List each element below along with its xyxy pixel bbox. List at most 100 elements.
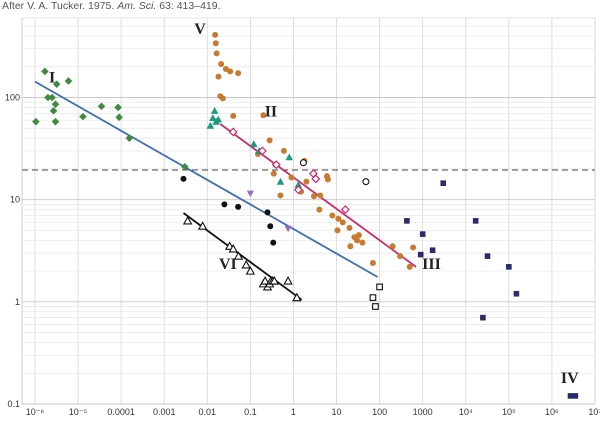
caption-prefix: After V. A. Tucker. 1975. (2, 0, 115, 12)
data-point-triangle-open (245, 266, 256, 275)
y-tick-label: 100 (5, 93, 20, 103)
data-point-square-filled (513, 290, 520, 297)
data-point-circle-filled (235, 70, 242, 77)
data-point-circle-filled (347, 243, 354, 250)
data-point-square-filled (484, 253, 491, 259)
data-point-triangle-open (182, 215, 193, 225)
data-point-circle-filled (270, 170, 277, 177)
data-point-diamond-filled (51, 100, 60, 108)
data-point-diamond-filled (79, 112, 87, 121)
data-point-circle-filled (277, 192, 284, 199)
data-point-triangle-open (241, 259, 251, 269)
y-tick-label: 10 (10, 195, 20, 205)
x-tick-label: 0.001 (153, 407, 176, 417)
data-point-square-open (372, 303, 379, 310)
grid (21, 17, 596, 405)
data-point-square-filled (417, 251, 424, 258)
data-point-triangle-open (228, 243, 238, 253)
data-point-circle-filled (221, 201, 228, 208)
trend-line-blue-line (34, 80, 379, 278)
data-point-triangle-filled (206, 121, 215, 129)
data-point-triangle-open (197, 221, 208, 230)
data-point-diamond-filled (32, 117, 40, 126)
data-point-circle-open (362, 178, 370, 186)
data-point-circle-filled (267, 223, 274, 230)
x-tick-label: 10⁴ (459, 407, 473, 417)
data-point-circle-filled (215, 73, 222, 80)
data-point-circle-filled (317, 192, 324, 199)
data-point-square-filled (572, 393, 579, 399)
data-point-circle-filled (324, 176, 331, 183)
data-point-diamond-filled (49, 107, 58, 115)
data-point-circle-filled (212, 40, 219, 47)
x-tick-label: 10⁷ (588, 407, 600, 417)
region-label: I (49, 70, 55, 87)
data-point-square-filled (440, 180, 447, 186)
data-point-circle-filled (369, 259, 376, 266)
axis-tick-labels: 10⁻⁶ 10⁻⁵ 0.0001 0.001 0.01 0.1 1 10 100 1000 10⁴ 1… (5, 93, 600, 417)
data-point-circle-open (299, 159, 307, 167)
x-tick-label: 100 (372, 407, 387, 417)
data-point-square-filled (480, 314, 486, 321)
region-label: V (194, 21, 206, 38)
data-points (32, 31, 579, 399)
data-point-circle-filled (280, 147, 287, 154)
data-point-circle-filled (316, 206, 323, 213)
data-point-triangle-filled (214, 115, 223, 123)
data-point-triangle-filled (285, 153, 294, 161)
region-label: IV (561, 370, 579, 387)
data-point-triangle-filled (249, 140, 258, 148)
data-point-circle-filled (218, 60, 225, 67)
data-point-diamond-filled (52, 80, 61, 88)
data-point-triangle-open (233, 251, 244, 260)
x-tick-label: 0.0001 (107, 407, 135, 417)
data-point-diamond-filled (115, 113, 123, 122)
data-point-diamond-filled (51, 117, 60, 126)
x-tick-label: 10⁶ (545, 407, 559, 417)
data-point-diamond-filled (48, 93, 56, 102)
data-point-circle-filled (230, 112, 237, 119)
figure-caption: After V. A. Tucker. 1975. Am. Sci. 63: 4… (2, 0, 221, 12)
x-tick-label: 10⁻⁶ (26, 407, 45, 417)
data-point-triangle-filled (209, 114, 217, 122)
data-point-diamond-filled (125, 134, 134, 142)
x-tick-label: 10⁵ (502, 407, 516, 417)
data-point-circle-filled (303, 178, 310, 185)
data-point-triangle-filled (276, 177, 285, 185)
x-tick-label: 1 (291, 407, 296, 417)
data-point-square-filled (506, 264, 512, 270)
data-point-circle-filled (335, 215, 342, 222)
data-point-square-filled (429, 247, 436, 254)
data-point-diamond-open (340, 205, 350, 215)
caption-journal: Am. Sci. (117, 0, 157, 12)
y-tick-label: 0.1 (7, 399, 20, 409)
data-point-triangle-down-filled (246, 190, 254, 198)
data-point-circle-filled (410, 244, 417, 251)
data-point-diamond-open (257, 146, 267, 156)
data-point-triangle-open (283, 276, 293, 285)
data-point-triangle-down-filled (284, 225, 292, 233)
data-point-circle-filled (406, 263, 413, 270)
data-point-triangle-open (269, 276, 280, 285)
data-point-square-open (376, 283, 383, 291)
x-tick-label: 1000 (413, 407, 433, 417)
x-tick-label: 0.01 (199, 407, 217, 417)
data-point-diamond-filled (97, 102, 106, 111)
x-tick-label: 0.1 (244, 407, 257, 417)
data-point-circle-filled (355, 232, 362, 239)
region-label: III (422, 256, 441, 273)
y-tick-label: 1 (15, 297, 20, 307)
x-tick-label: 10 (332, 407, 342, 417)
data-point-circle-filled (397, 253, 404, 260)
data-point-circle-filled (212, 31, 219, 38)
x-tick-label: 10⁻⁵ (69, 407, 88, 417)
data-point-circle-filled (270, 239, 277, 246)
data-point-square-filled (567, 393, 574, 399)
data-point-circle-filled (359, 239, 366, 246)
data-point-circle-filled (329, 212, 336, 219)
data-point-circle-filled (227, 68, 234, 75)
region-label: II (265, 104, 277, 121)
data-point-circle-filled (346, 224, 353, 231)
